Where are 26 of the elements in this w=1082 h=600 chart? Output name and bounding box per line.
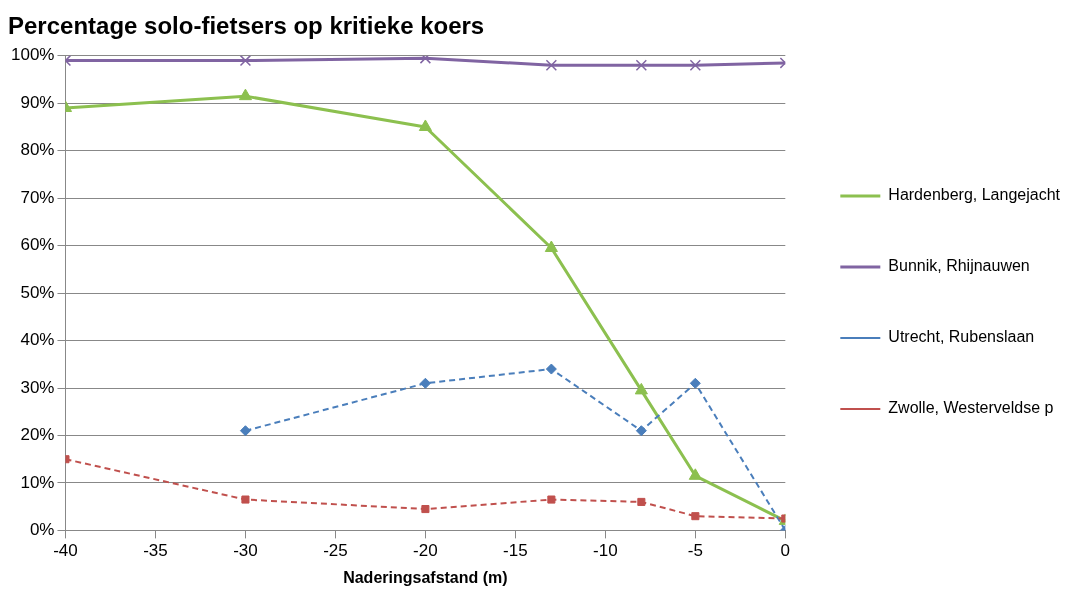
- x-tick-label: -10: [593, 541, 618, 561]
- y-tick-label: 40%: [20, 330, 55, 350]
- y-tick-label: 90%: [20, 92, 55, 112]
- x-tick-label: -5: [687, 541, 703, 561]
- legend-label: Utrecht, Rubenslaan: [888, 328, 1035, 346]
- legend-label: Hardenberg, Langejacht: [888, 186, 1061, 204]
- x-tick-label: -35: [143, 541, 168, 561]
- x-tick-label: -40: [53, 541, 78, 561]
- y-tick-label: 100%: [11, 45, 55, 65]
- y-tick-label: 30%: [20, 377, 55, 397]
- x-tick-label: -15: [503, 541, 528, 561]
- x-tick-label: 0: [780, 541, 791, 561]
- y-tick-label: 20%: [20, 425, 55, 445]
- legend-label: Zwolle, Westerveldse p: [888, 399, 1054, 417]
- y-tick-label: 50%: [20, 282, 55, 302]
- x-tick-label: -25: [323, 541, 348, 561]
- x-tick-label: -20: [413, 541, 438, 561]
- y-tick-label: 10%: [20, 472, 55, 492]
- legend-label: Bunnik, Rhijnauwen: [888, 257, 1030, 275]
- x-axis-title: Naderingsafstand (m): [343, 568, 508, 586]
- y-tick-label: 80%: [20, 140, 55, 160]
- y-tick-label: 70%: [20, 187, 55, 207]
- y-tick-label: 0%: [29, 520, 55, 540]
- chart-title: Percentage solo-fietsers op kritieke koers: [8, 12, 485, 40]
- x-tick-label: -30: [233, 541, 258, 561]
- y-tick-label: 60%: [20, 235, 55, 255]
